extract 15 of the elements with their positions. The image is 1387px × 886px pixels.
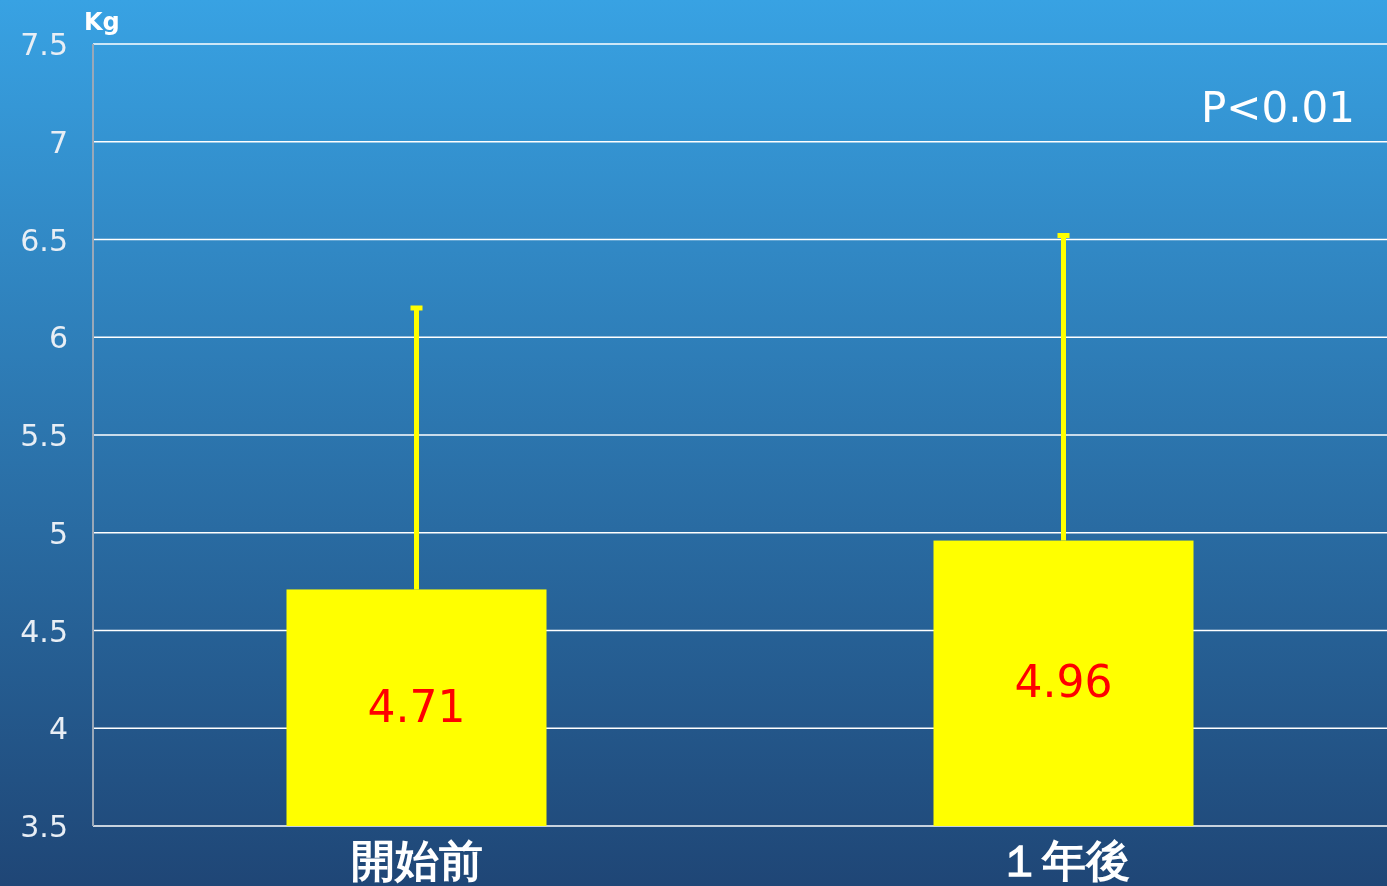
- y-tick-label: 7.5: [20, 27, 68, 62]
- y-tick-label: 6: [48, 320, 68, 356]
- y-tick-label: 7: [48, 124, 68, 160]
- data-label: 4.71: [367, 680, 466, 732]
- y-tick-label: 3.5: [20, 809, 68, 844]
- x-tick-label: １年後: [997, 835, 1130, 886]
- y-axis-title: Kg: [84, 8, 120, 36]
- y-tick-label: 4: [48, 711, 68, 747]
- y-tick-label: 4.5: [20, 613, 68, 649]
- y-tick-label: 5.5: [20, 418, 68, 453]
- annotation: P<0.01: [1200, 83, 1355, 132]
- x-tick-label: 開始前: [350, 835, 483, 886]
- y-tick-label: 6.5: [20, 222, 68, 258]
- data-label: 4.96: [1014, 656, 1113, 708]
- y-tick-label: 5: [48, 515, 68, 551]
